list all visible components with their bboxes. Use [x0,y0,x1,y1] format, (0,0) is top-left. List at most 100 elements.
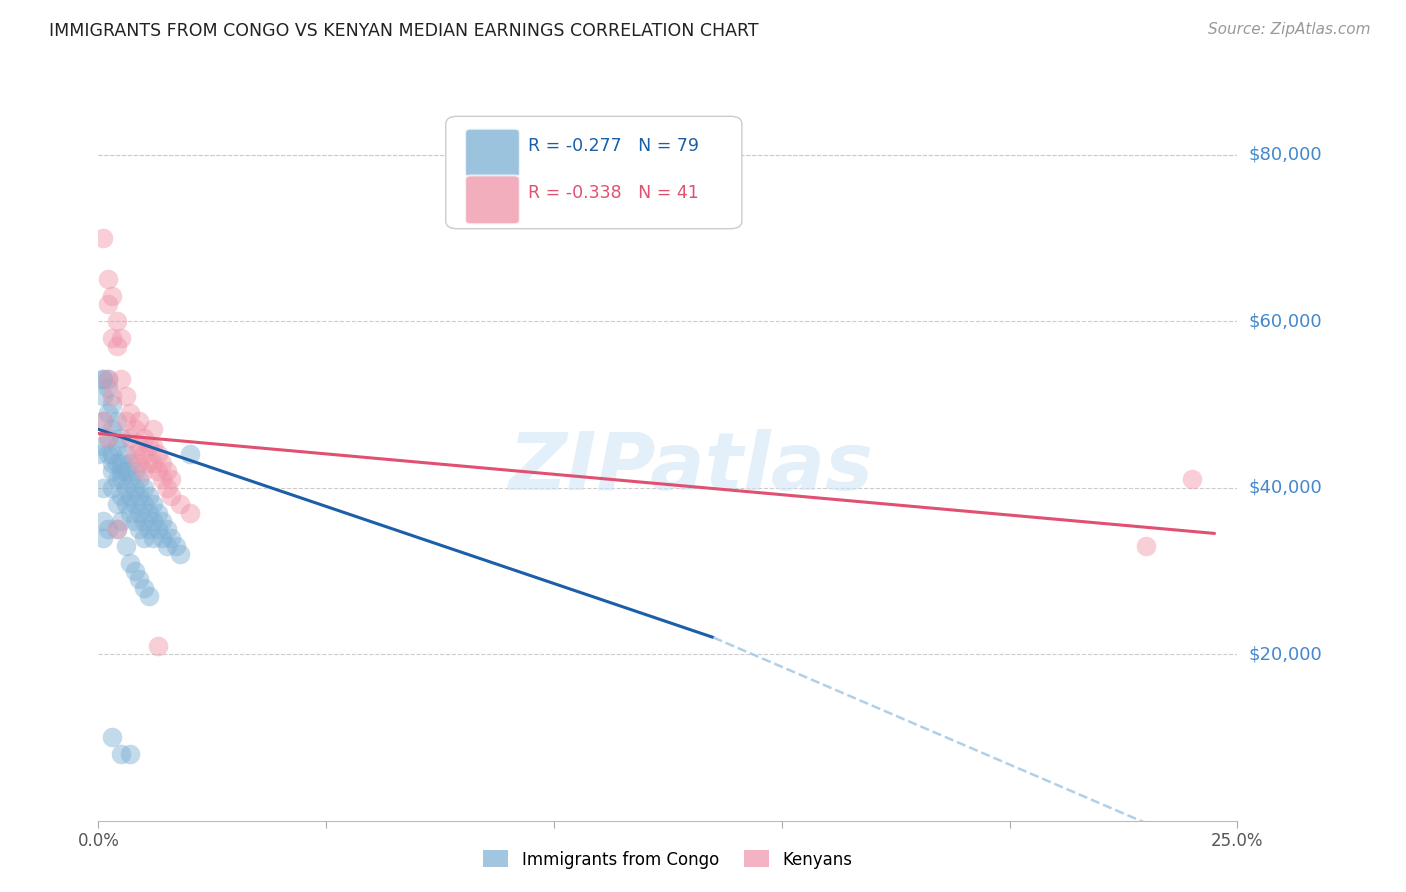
Point [120,506,142,520]
Point [110,514,132,528]
Point [87,447,110,461]
Point [128,439,150,453]
Point [105,439,128,453]
Point [142,497,165,511]
Point [156,481,179,495]
Point [132,531,155,545]
Point [132,497,155,511]
Point [96,406,118,420]
FancyBboxPatch shape [465,176,520,224]
Point [91,372,114,386]
Point [138,522,160,536]
Point [128,489,150,503]
Text: $60,000: $60,000 [1249,312,1322,330]
Point [128,414,150,428]
Point [105,497,128,511]
Point [96,372,118,386]
Point [91,531,114,545]
Point [101,481,124,495]
Point [101,464,124,478]
Point [110,747,132,761]
Point [101,422,124,436]
Point [146,447,169,461]
Point [91,514,114,528]
Point [146,522,169,536]
Point [96,381,118,395]
Point [120,456,142,470]
Point [124,464,146,478]
Point [101,456,124,470]
Point [120,556,142,570]
Point [132,464,155,478]
Point [105,414,128,428]
Point [124,481,146,495]
Point [120,406,142,420]
Point [1135,539,1157,553]
Point [96,447,118,461]
Point [124,497,146,511]
Text: IMMIGRANTS FROM CONGO VS KENYAN MEDIAN EARNINGS CORRELATION CHART: IMMIGRANTS FROM CONGO VS KENYAN MEDIAN E… [49,22,759,40]
Point [101,289,124,303]
Point [110,489,132,503]
Point [91,481,114,495]
Point [160,489,183,503]
Point [105,472,128,486]
Point [128,456,150,470]
Point [142,456,165,470]
Point [96,297,118,311]
Text: R = -0.277   N = 79: R = -0.277 N = 79 [527,137,699,155]
Point [124,514,146,528]
Point [132,514,155,528]
Point [110,331,132,345]
Point [138,506,160,520]
FancyBboxPatch shape [446,116,742,228]
Point [146,464,169,478]
Text: ZIPatlas: ZIPatlas [508,429,873,508]
Point [91,414,114,428]
Point [160,472,183,486]
Point [105,522,128,536]
Point [114,497,136,511]
Point [110,456,132,470]
Point [128,572,150,586]
Text: $40,000: $40,000 [1249,479,1322,497]
Point [101,731,124,745]
Point [101,447,124,461]
Point [96,431,118,445]
Point [91,439,114,453]
Point [128,506,150,520]
Text: $20,000: $20,000 [1249,645,1322,663]
Point [156,522,179,536]
Point [91,389,114,403]
Point [146,506,169,520]
Point [169,547,191,561]
Point [160,531,183,545]
Point [128,522,150,536]
Point [124,447,146,461]
Point [124,564,146,578]
Point [150,456,173,470]
Point [114,414,136,428]
Point [114,481,136,495]
Point [110,464,132,478]
Point [114,389,136,403]
Point [110,372,132,386]
Point [165,539,187,553]
Point [132,447,155,461]
Point [105,339,128,353]
Point [128,472,150,486]
Point [169,497,191,511]
Point [101,389,124,403]
Point [132,481,155,495]
Point [142,422,165,436]
Legend: Immigrants from Congo, Kenyans: Immigrants from Congo, Kenyans [484,850,852,869]
Point [114,539,136,553]
FancyBboxPatch shape [465,128,520,178]
Point [120,472,142,486]
Point [138,589,160,603]
Text: R = -0.338   N = 41: R = -0.338 N = 41 [527,184,699,202]
Point [96,372,118,386]
Point [142,531,165,545]
Point [120,431,142,445]
Point [138,456,160,470]
